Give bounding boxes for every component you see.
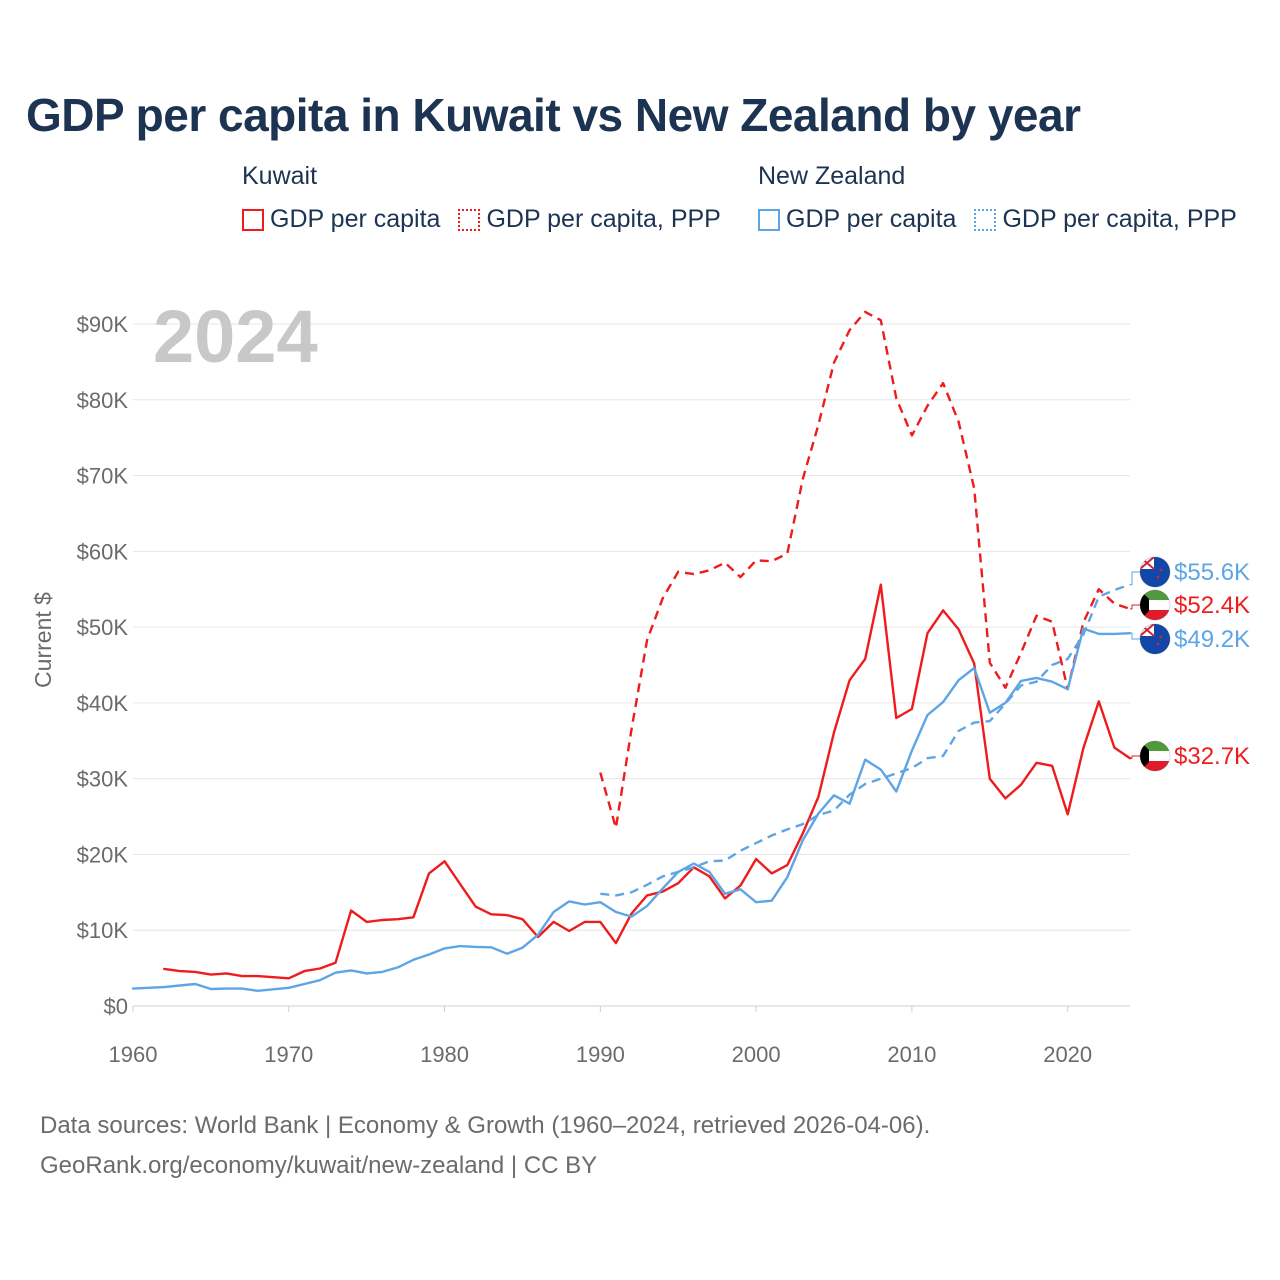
x-tick-label: 2000 xyxy=(732,1042,781,1067)
y-tick-label: $20K xyxy=(77,842,129,867)
y-tick-label: $90K xyxy=(77,312,129,337)
flag-badge-ring xyxy=(1139,556,1171,588)
sources-line-1: Data sources: World Bank | Economy & Gro… xyxy=(40,1112,931,1139)
series-line-new_zealand-ppp[interactable] xyxy=(600,583,1131,897)
series-line-new_zealand-gdp[interactable] xyxy=(131,627,1132,992)
y-tick-label: $40K xyxy=(77,691,129,716)
flag-badge-ring xyxy=(1139,589,1171,621)
legend-label: GDP per capita, PPP xyxy=(486,205,721,233)
chart-title: GDP per capita in Kuwait vs New Zealand … xyxy=(26,89,1081,141)
x-tick-label: 1990 xyxy=(576,1042,625,1067)
y-tick-label: $0 xyxy=(104,994,128,1019)
data-sources: Data sources: World Bank | Economy & Gro… xyxy=(40,1106,930,1186)
legend-swatch-dotted-icon xyxy=(974,208,997,231)
end-value-label: $32.7K xyxy=(1174,743,1250,770)
y-axis-label: Current $ xyxy=(30,592,56,688)
x-tick-label: 1970 xyxy=(264,1042,313,1067)
kuwait-flag-icon xyxy=(1140,590,1170,620)
x-tick-label: 1960 xyxy=(109,1042,158,1067)
x-tick-label: 2020 xyxy=(1043,1042,1092,1067)
series-line-kuwait-ppp[interactable] xyxy=(599,310,1131,830)
legend-item-kuwait-ppp[interactable]: GDP per capita, PPP xyxy=(458,205,721,234)
sources-line-2[interactable]: GeoRank.org/economy/kuwait/new-zealand |… xyxy=(40,1152,598,1179)
x-tick-label: 1980 xyxy=(420,1042,469,1067)
legend-item-kuwait-gdp[interactable]: GDP per capita xyxy=(242,205,440,234)
y-tick-label: $60K xyxy=(77,539,129,564)
end-value-label: $55.6K xyxy=(1174,559,1250,586)
kuwait-flag-icon xyxy=(1140,741,1170,771)
end-label-connector xyxy=(1130,604,1140,610)
flag-badge-ring xyxy=(1139,623,1171,655)
end-label-connector xyxy=(1130,755,1140,759)
legend-swatch-dotted-icon xyxy=(458,208,481,231)
legend-item-nz-gdp[interactable]: GDP per capita xyxy=(758,205,956,234)
new-zealand-flag-icon xyxy=(1140,624,1170,654)
end-value-label: $52.4K xyxy=(1174,592,1250,619)
end-label-connector xyxy=(1130,571,1140,586)
legend-swatch-solid-icon xyxy=(758,208,780,231)
new-zealand-flag-icon xyxy=(1140,557,1170,587)
y-tick-label: $70K xyxy=(77,464,129,489)
x-tick-label: 2010 xyxy=(887,1042,936,1067)
flag-badge-ring xyxy=(1139,740,1171,772)
end-label-connector xyxy=(1130,632,1140,640)
legend-swatch-solid-icon xyxy=(242,208,264,231)
legend-label: GDP per capita xyxy=(270,205,441,233)
legend-label: GDP per capita xyxy=(786,205,957,233)
y-tick-label: $30K xyxy=(77,767,129,792)
legend-group-new-zealand: New Zealand GDP per capita GDP per capit… xyxy=(758,162,1237,234)
series-line-kuwait-gdp[interactable] xyxy=(163,583,1132,980)
y-tick-label: $50K xyxy=(77,615,129,640)
legend-group-name: Kuwait xyxy=(242,162,318,190)
end-value-label: $49.2K xyxy=(1174,626,1250,653)
legend-label: GDP per capita, PPP xyxy=(1002,205,1237,233)
y-tick-label: $10K xyxy=(77,918,129,943)
legend-item-nz-ppp[interactable]: GDP per capita, PPP xyxy=(974,205,1237,234)
legend-group-kuwait: Kuwait GDP per capita GDP per capita, PP… xyxy=(242,162,721,234)
legend-group-name: New Zealand xyxy=(758,162,906,190)
year-label: 2024 xyxy=(153,295,318,378)
y-tick-label: $80K xyxy=(77,388,129,413)
